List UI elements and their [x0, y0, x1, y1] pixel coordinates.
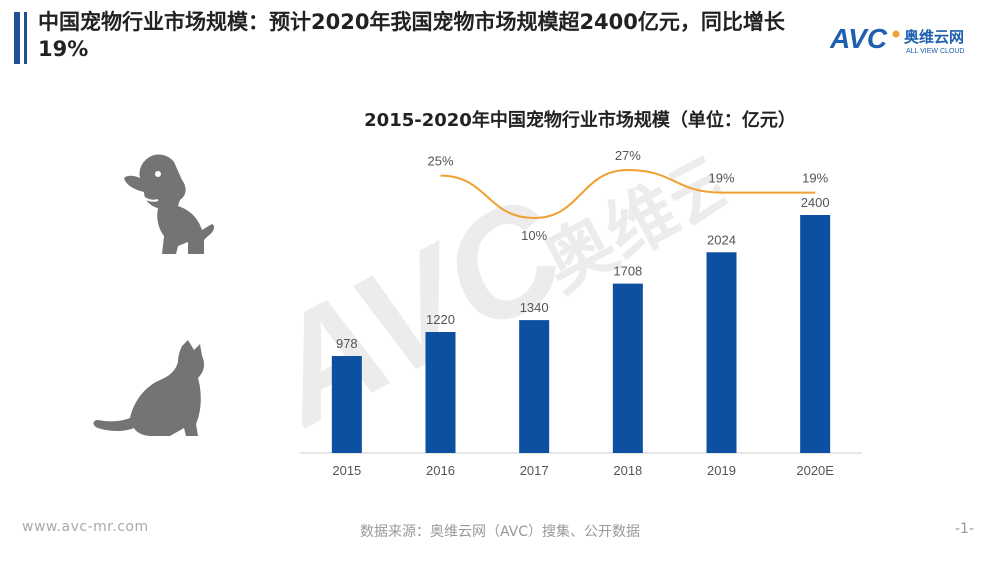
- bar-value-label: 1708: [613, 264, 642, 279]
- page-number: -1-: [954, 521, 974, 537]
- logo-dot: [892, 30, 900, 38]
- title-accent-bar-thin: [24, 12, 27, 64]
- page-title: 中国宠物行业市场规模：预计2020年我国宠物市场规模超2400亿元，同比增长19…: [38, 10, 785, 61]
- bar-2016: [425, 332, 456, 453]
- x-tick-label: 2017: [520, 463, 549, 478]
- bar-2018: [612, 283, 643, 453]
- x-tick-label: 2016: [426, 463, 455, 478]
- bar-value-label: 1220: [426, 312, 455, 327]
- growth-label: 19%: [802, 171, 828, 186]
- growth-line: [440, 168, 816, 220]
- bar-value-label: 1340: [520, 300, 549, 315]
- cat-icon: [93, 340, 205, 436]
- growth-label: 27%: [615, 148, 641, 163]
- bar-2019: [706, 252, 737, 453]
- bar-2017: [519, 320, 550, 453]
- growth-label: 10%: [521, 228, 547, 243]
- dog-icon: [124, 154, 215, 254]
- growth-label: 25%: [427, 154, 453, 169]
- title-accent-bar: [14, 12, 20, 64]
- x-tick-label: 2015: [332, 463, 361, 478]
- logo-brand: AVC: [830, 23, 888, 54]
- bar-value-label: 2400: [801, 195, 830, 210]
- x-tick-label: 2019: [707, 463, 736, 478]
- growth-label: 19%: [708, 171, 734, 186]
- footer-website: www.avc-mr.com: [22, 519, 149, 535]
- x-tick-label: 2018: [613, 463, 642, 478]
- bar-value-label: 2024: [707, 232, 736, 247]
- avc-logo: AVC 奥维云网 ALL VIEW CLOUD: [830, 23, 964, 55]
- x-tick-label: 2020E: [796, 463, 834, 478]
- bar-2015: [331, 356, 362, 453]
- logo-cn-name: 奥维云网: [904, 28, 964, 46]
- bar-value-label: 978: [336, 336, 358, 351]
- chart-title: 2015-2020年中国宠物行业市场规模（单位：亿元）: [364, 110, 796, 131]
- footer-source: 数据来源：奥维云网（AVC）搜集、公开数据: [359, 524, 641, 540]
- bar-2020E: [800, 215, 831, 453]
- logo-en-name: ALL VIEW CLOUD: [906, 48, 964, 55]
